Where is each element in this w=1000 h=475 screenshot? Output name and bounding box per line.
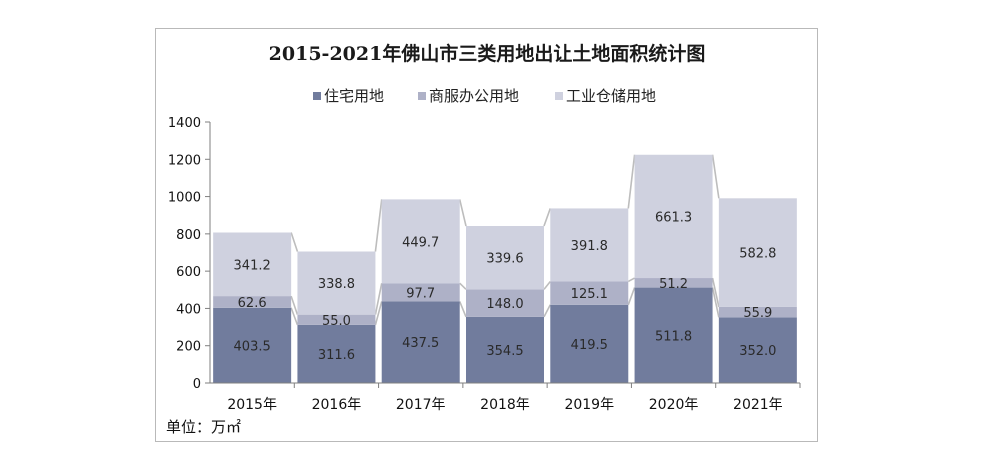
chart-title: 2015-2021年佛山市三类用地出让土地面积统计图 [269, 42, 706, 65]
bar-segment [718, 198, 797, 307]
series-connector-line [290, 295, 299, 315]
y-tick-label: 600 [176, 265, 201, 280]
data-label: 62.6 [238, 296, 267, 311]
x-tick-label: 2017年 [396, 397, 446, 413]
bar-segment [297, 314, 376, 325]
series-connector-line [627, 154, 636, 209]
bar-segment [213, 296, 292, 308]
series-connector-line [458, 301, 467, 318]
bars [213, 154, 797, 383]
legend-swatch [313, 92, 321, 100]
series-connector-line [290, 307, 299, 326]
x-tick-label: 2020年 [649, 397, 699, 413]
y-tick-label: 1000 [168, 191, 201, 206]
legend-swatch [555, 92, 563, 100]
bar-segment [634, 278, 713, 288]
y-tick-label: 400 [176, 302, 201, 317]
bar-segment [297, 251, 376, 315]
x-tick-label: 2021年 [733, 397, 783, 413]
data-label: 125.1 [571, 287, 608, 302]
bar-segment [466, 226, 544, 290]
series-connector-line [543, 208, 552, 227]
data-label: 354.5 [486, 344, 523, 359]
y-tick-label: 1400 [168, 116, 201, 131]
data-label: 582.8 [739, 247, 776, 262]
bar-segment [381, 283, 460, 302]
y-tick-label: 1200 [168, 153, 201, 168]
data-label: 341.2 [234, 258, 271, 273]
series-connector-line [458, 199, 467, 227]
series-connector-line [374, 301, 383, 326]
data-label: 437.5 [402, 336, 439, 351]
data-label: 97.7 [406, 286, 435, 301]
data-label: 55.9 [743, 306, 772, 321]
data-label: 511.8 [655, 329, 692, 344]
bar-segment [381, 301, 460, 383]
data-label: 661.3 [655, 210, 692, 225]
bar-segment [718, 317, 797, 383]
data-label: 403.5 [234, 339, 271, 354]
x-tick-label: 2018年 [480, 397, 530, 413]
series-connector-line [290, 232, 299, 252]
legend-item: 商服办公用地 [418, 87, 519, 105]
series-connector-line [627, 277, 635, 283]
x-tick-label: 2016年 [312, 397, 362, 413]
legend-item: 工业仓储用地 [555, 87, 656, 105]
series-connector-line [711, 277, 720, 308]
legend-label: 住宅用地 [324, 87, 384, 105]
bar-segment [550, 208, 629, 282]
series-connector-line [543, 304, 551, 318]
x-tick-label: 2019年 [564, 397, 614, 413]
legend-item: 住宅用地 [313, 87, 384, 105]
y-tick-label: 0 [193, 377, 201, 392]
bar-segment [213, 307, 292, 383]
x-tick-label: 2015年 [227, 397, 277, 413]
series-connector-line [711, 287, 720, 318]
series-connector-line [374, 199, 383, 252]
bar-segment [634, 287, 713, 383]
data-label: 55.0 [322, 314, 351, 329]
series-connector-line [374, 283, 383, 315]
bar-segment [634, 154, 713, 279]
unit-label: 单位：万㎡ [166, 418, 241, 436]
legend-label: 商服办公用地 [429, 87, 519, 105]
legend-swatch [418, 92, 426, 100]
y-tick-label: 800 [176, 228, 201, 243]
data-label: 339.6 [486, 252, 523, 267]
legend-label: 工业仓储用地 [566, 87, 656, 105]
y-axis: 0 200 400 600 800 1000 1200 1400 [168, 116, 211, 392]
bar-segment [550, 304, 629, 383]
bar-segment [381, 199, 460, 284]
connector-lines [290, 154, 720, 326]
data-label: 311.6 [318, 348, 355, 363]
data-label: 449.7 [402, 235, 439, 250]
x-axis: 2015年 2016年 2017年 2018年 2019年 2020年 2021年 [210, 382, 801, 413]
legend: 住宅用地 商服办公用地 工业仓储用地 [313, 87, 656, 105]
series-connector-line [627, 287, 636, 306]
data-label: 148.0 [486, 297, 523, 312]
data-label: 391.8 [571, 239, 608, 254]
bar-segment [718, 306, 797, 318]
series-connector-line [711, 154, 720, 199]
data-labels: 403.5 62.6 341.2 311.6 55.0 338.8 437.5 97.7 449… [234, 210, 777, 363]
series-connector-line [543, 280, 551, 290]
series-connector-line [459, 282, 467, 290]
y-tick-label: 200 [176, 340, 201, 355]
bar-segment [297, 324, 376, 383]
bar-segment [466, 316, 544, 383]
bar-segment [213, 232, 292, 297]
data-label: 51.2 [659, 277, 688, 292]
data-label: 419.5 [571, 338, 608, 353]
data-label: 352.0 [739, 344, 776, 359]
bar-segment [466, 289, 544, 317]
data-label: 338.8 [318, 277, 355, 292]
bar-segment [550, 281, 629, 305]
